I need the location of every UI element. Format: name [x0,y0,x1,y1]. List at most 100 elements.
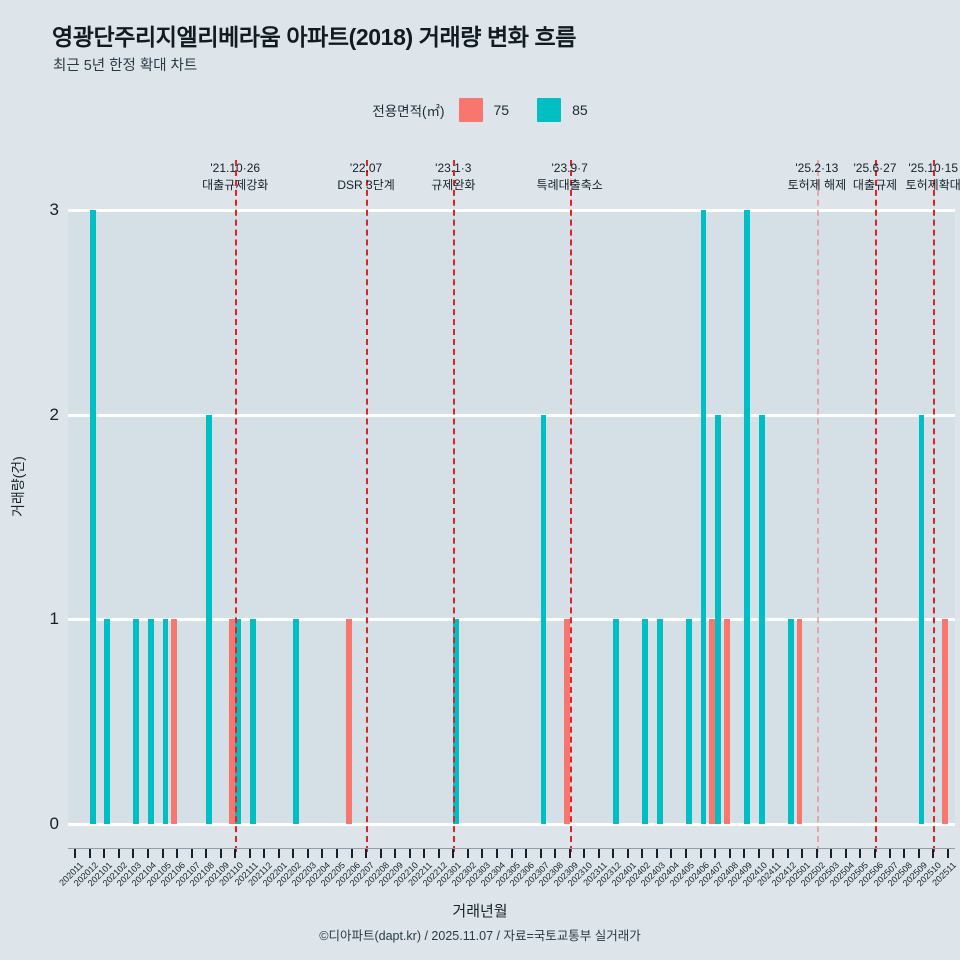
x-tick [336,849,338,858]
x-tick [612,849,615,858]
bar[interactable] [787,619,794,824]
x-tick [219,849,222,858]
x-tick [510,849,513,858]
event-date: '21.10·26 [210,161,261,175]
event-line [366,160,369,852]
x-tick [277,849,280,858]
bar[interactable] [453,619,460,824]
bar[interactable] [206,414,212,824]
event-line [816,160,819,852]
bar[interactable] [715,414,721,824]
page-title: 영광단주리지엘리베라움 아파트(2018) 거래량 변화 흐름 [52,24,577,50]
x-tick [743,849,746,858]
bar[interactable] [171,619,178,824]
x-tick [917,849,920,858]
x-tick [350,849,353,858]
bar[interactable] [656,619,663,824]
bar[interactable] [249,619,256,824]
gridline-3 [68,209,955,212]
x-axis-title: 거래년월 [452,903,508,920]
x-tick [772,849,775,858]
y-axis-title: 거래량(건) [10,456,26,517]
x-tick [757,849,760,858]
x-tick [452,849,455,858]
x-tick [903,849,906,858]
bar[interactable] [723,619,730,824]
x-tick [888,849,891,858]
bar[interactable] [104,619,111,824]
x-tick [234,849,237,858]
event-label: '23.1·3 규제완화 [431,160,475,194]
bar[interactable] [540,414,547,824]
event-date: '23.9·7 [551,161,588,175]
gridline-2 [68,413,955,417]
x-tick [132,849,135,858]
y-tick-label-3: 3 [49,200,59,219]
bar[interactable] [700,210,707,824]
y-tick-label-0: 0 [49,814,59,833]
bar[interactable] [133,619,140,824]
x-tick [205,849,208,858]
x-tick [583,849,586,858]
x-tick [161,849,164,858]
chart-legend: 전용면적(㎡) 75 85 [0,98,960,122]
x-tick [815,849,818,858]
x-tick [684,849,687,858]
bar[interactable] [293,619,300,824]
x-tick [365,849,368,858]
x-tick [379,849,382,858]
event-date: '23.1·3 [435,161,472,175]
x-tick [786,849,789,858]
event-description: 토허제 해제 [787,178,847,192]
x-tick [88,849,91,858]
bar[interactable] [709,619,716,824]
event-description: 대출규제강화 [202,178,269,192]
bar[interactable] [229,619,236,824]
bar[interactable] [147,619,154,824]
x-tick [874,849,877,858]
bar[interactable] [563,619,570,824]
x-tick [554,849,557,858]
page-subtitle: 최근 5년 한정 확대 차트 [53,58,198,74]
bar[interactable] [613,619,620,824]
bar[interactable] [758,414,765,824]
event-line [453,160,456,852]
x-tick [190,849,193,858]
x-tick [74,849,77,858]
x-tick [859,849,862,858]
x-tick [830,849,833,858]
x-tick [248,849,251,858]
bar[interactable] [642,619,649,824]
event-label: '22.07 DSR 3단계 [337,160,394,194]
bar[interactable] [345,619,352,824]
event-description: 규제완화 [431,178,476,192]
event-description: DSR 3단계 [337,178,395,192]
event-description: 대출규제 [852,178,898,192]
x-tick [597,849,600,858]
legend-entry-85[interactable]: 85 [537,98,588,122]
event-label: '25.10·15 토허제확대 [906,160,960,194]
gridline-1 [68,618,955,622]
bar[interactable] [89,210,96,824]
bar[interactable] [235,619,242,824]
x-tick [946,849,949,858]
event-date: '25.10·15 [908,161,959,175]
event-label: '25.6·27 대출규제 [853,160,897,194]
x-tick [481,849,484,858]
event-date: '22.07 [349,161,383,175]
bar[interactable] [796,619,803,824]
x-tick [714,849,717,858]
bar[interactable] [162,619,169,824]
x-tick [641,849,644,858]
legend-title: 전용면적(㎡) [372,104,445,119]
bar[interactable] [918,414,925,824]
bar[interactable] [744,210,750,824]
x-tick [146,849,149,858]
bar[interactable] [941,619,948,824]
x-tick [932,849,935,858]
x-tick [117,849,120,858]
bar[interactable] [685,619,692,824]
legend-entry-75[interactable]: 75 [458,98,509,122]
footer-credit: ©디아파트(dapt.kr) / 2025.11.07 / 자료=국토교통부 실… [319,929,641,943]
plot-background [68,210,955,824]
